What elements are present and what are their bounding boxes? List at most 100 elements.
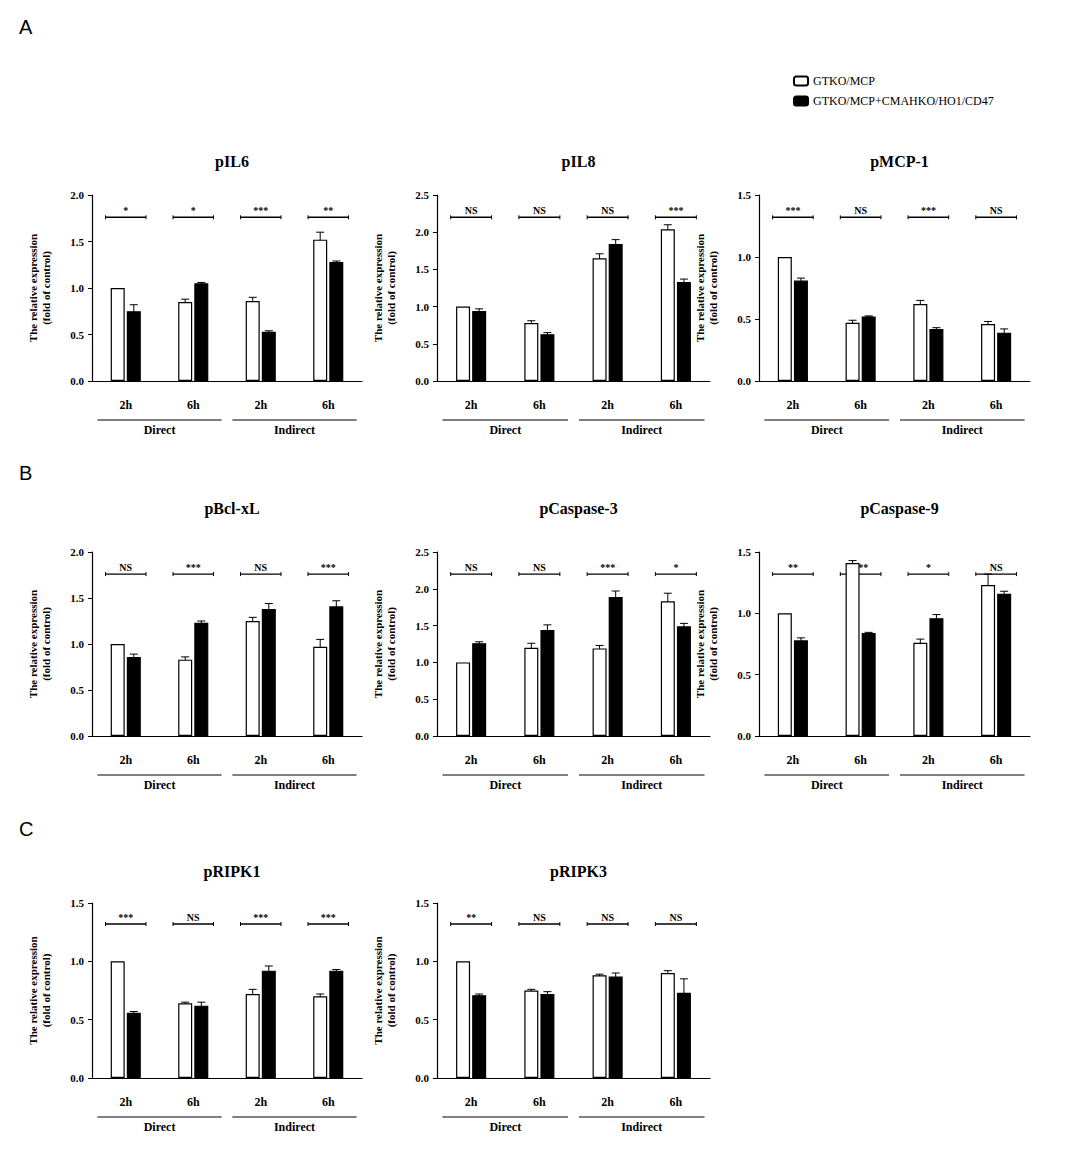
- svg-text:0.5: 0.5: [415, 1014, 429, 1026]
- svg-text:NS: NS: [465, 205, 478, 216]
- svg-text:6h: 6h: [533, 1095, 546, 1109]
- svg-text:6h: 6h: [322, 398, 335, 412]
- svg-text:pRIPK3: pRIPK3: [550, 863, 607, 881]
- svg-text:0.0: 0.0: [415, 730, 429, 742]
- svg-text:***: ***: [118, 912, 133, 923]
- svg-text:6h: 6h: [854, 753, 867, 767]
- svg-text:0.0: 0.0: [737, 730, 751, 742]
- svg-text:1.5: 1.5: [70, 897, 84, 909]
- svg-text:(fold of control): (fold of control): [385, 607, 398, 681]
- svg-text:The relative expression: The relative expression: [372, 590, 384, 698]
- svg-text:***: ***: [253, 912, 268, 923]
- svg-text:*: *: [673, 562, 678, 573]
- svg-text:***: ***: [600, 562, 615, 573]
- svg-text:NS: NS: [533, 562, 546, 573]
- svg-text:0.0: 0.0: [70, 375, 84, 387]
- svg-text:2.5: 2.5: [415, 189, 429, 201]
- svg-text:(fold of control): (fold of control): [707, 251, 720, 325]
- svg-text:NS: NS: [187, 912, 200, 923]
- svg-text:2h: 2h: [787, 753, 800, 767]
- svg-text:(fold of control): (fold of control): [40, 607, 53, 681]
- svg-text:6h: 6h: [670, 1095, 683, 1109]
- svg-text:Indirect: Indirect: [274, 423, 315, 437]
- svg-text:Direct: Direct: [489, 778, 521, 792]
- svg-text:6h: 6h: [533, 753, 546, 767]
- svg-text:2h: 2h: [254, 1095, 267, 1109]
- svg-text:2h: 2h: [465, 398, 478, 412]
- svg-text:Direct: Direct: [811, 423, 843, 437]
- svg-text:pCaspase-3: pCaspase-3: [539, 500, 617, 518]
- svg-text:1.5: 1.5: [415, 897, 429, 909]
- svg-text:0.5: 0.5: [70, 329, 84, 341]
- svg-text:NS: NS: [119, 562, 132, 573]
- svg-text:2.0: 2.0: [70, 189, 84, 201]
- svg-text:1.5: 1.5: [415, 620, 429, 632]
- svg-text:C: C: [19, 818, 33, 840]
- svg-text:6h: 6h: [322, 1095, 335, 1109]
- svg-text:1.0: 1.0: [737, 251, 751, 263]
- svg-text:NS: NS: [601, 205, 614, 216]
- svg-text:(fold of control): (fold of control): [385, 953, 398, 1027]
- svg-text:Indirect: Indirect: [942, 778, 983, 792]
- svg-text:6h: 6h: [670, 753, 683, 767]
- svg-text:2h: 2h: [254, 753, 267, 767]
- svg-text:pIL8: pIL8: [562, 153, 596, 171]
- svg-text:(fold of control): (fold of control): [40, 953, 53, 1027]
- svg-text:pIL6: pIL6: [215, 153, 249, 171]
- svg-text:NS: NS: [254, 562, 267, 573]
- svg-text:pCaspase-9: pCaspase-9: [860, 500, 938, 518]
- svg-text:***: ***: [253, 205, 268, 216]
- svg-text:Direct: Direct: [144, 778, 176, 792]
- svg-text:Direct: Direct: [811, 778, 843, 792]
- svg-text:1.5: 1.5: [737, 189, 751, 201]
- svg-text:2.0: 2.0: [415, 583, 429, 595]
- svg-text:2h: 2h: [119, 398, 132, 412]
- svg-text:The relative expression: The relative expression: [372, 234, 384, 342]
- svg-text:6h: 6h: [187, 1095, 200, 1109]
- svg-text:6h: 6h: [670, 398, 683, 412]
- svg-text:*: *: [926, 562, 931, 573]
- svg-text:1.0: 1.0: [737, 607, 751, 619]
- svg-text:NS: NS: [990, 205, 1003, 216]
- svg-text:Direct: Direct: [489, 1120, 521, 1134]
- svg-text:**: **: [466, 912, 476, 923]
- svg-text:Direct: Direct: [489, 423, 521, 437]
- svg-text:**: **: [788, 562, 798, 573]
- svg-text:2h: 2h: [922, 753, 935, 767]
- svg-text:1.5: 1.5: [737, 546, 751, 558]
- svg-text:The relative expression: The relative expression: [27, 936, 39, 1044]
- svg-text:pRIPK1: pRIPK1: [204, 863, 261, 881]
- svg-text:6h: 6h: [990, 753, 1003, 767]
- svg-text:(fold of control): (fold of control): [40, 251, 53, 325]
- svg-text:1.5: 1.5: [415, 263, 429, 275]
- svg-text:***: ***: [321, 912, 336, 923]
- svg-text:6h: 6h: [854, 398, 867, 412]
- svg-text:A: A: [19, 16, 33, 38]
- svg-text:0.0: 0.0: [415, 375, 429, 387]
- svg-text:0.5: 0.5: [737, 669, 751, 681]
- svg-text:1.0: 1.0: [70, 282, 84, 294]
- svg-text:***: ***: [785, 205, 800, 216]
- svg-text:1.0: 1.0: [70, 638, 84, 650]
- svg-text:Indirect: Indirect: [274, 778, 315, 792]
- svg-text:6h: 6h: [533, 398, 546, 412]
- svg-text:Indirect: Indirect: [274, 1120, 315, 1134]
- svg-text:pBcl-xL: pBcl-xL: [204, 500, 259, 518]
- svg-text:(fold of control): (fold of control): [707, 607, 720, 681]
- svg-text:GTKO/MCP+CMAHKO/HO1/CD47: GTKO/MCP+CMAHKO/HO1/CD47: [813, 94, 994, 108]
- svg-text:2h: 2h: [465, 753, 478, 767]
- svg-text:NS: NS: [601, 912, 614, 923]
- svg-text:1.0: 1.0: [415, 656, 429, 668]
- svg-text:B: B: [19, 462, 32, 484]
- svg-text:NS: NS: [533, 205, 546, 216]
- svg-text:NS: NS: [854, 205, 867, 216]
- svg-text:0.5: 0.5: [415, 338, 429, 350]
- svg-text:2h: 2h: [119, 753, 132, 767]
- svg-text:Indirect: Indirect: [942, 423, 983, 437]
- svg-text:6h: 6h: [187, 398, 200, 412]
- svg-text:NS: NS: [465, 562, 478, 573]
- svg-text:**: **: [323, 205, 333, 216]
- svg-text:The relative expression: The relative expression: [694, 234, 706, 342]
- svg-text:***: ***: [186, 562, 201, 573]
- svg-text:6h: 6h: [990, 398, 1003, 412]
